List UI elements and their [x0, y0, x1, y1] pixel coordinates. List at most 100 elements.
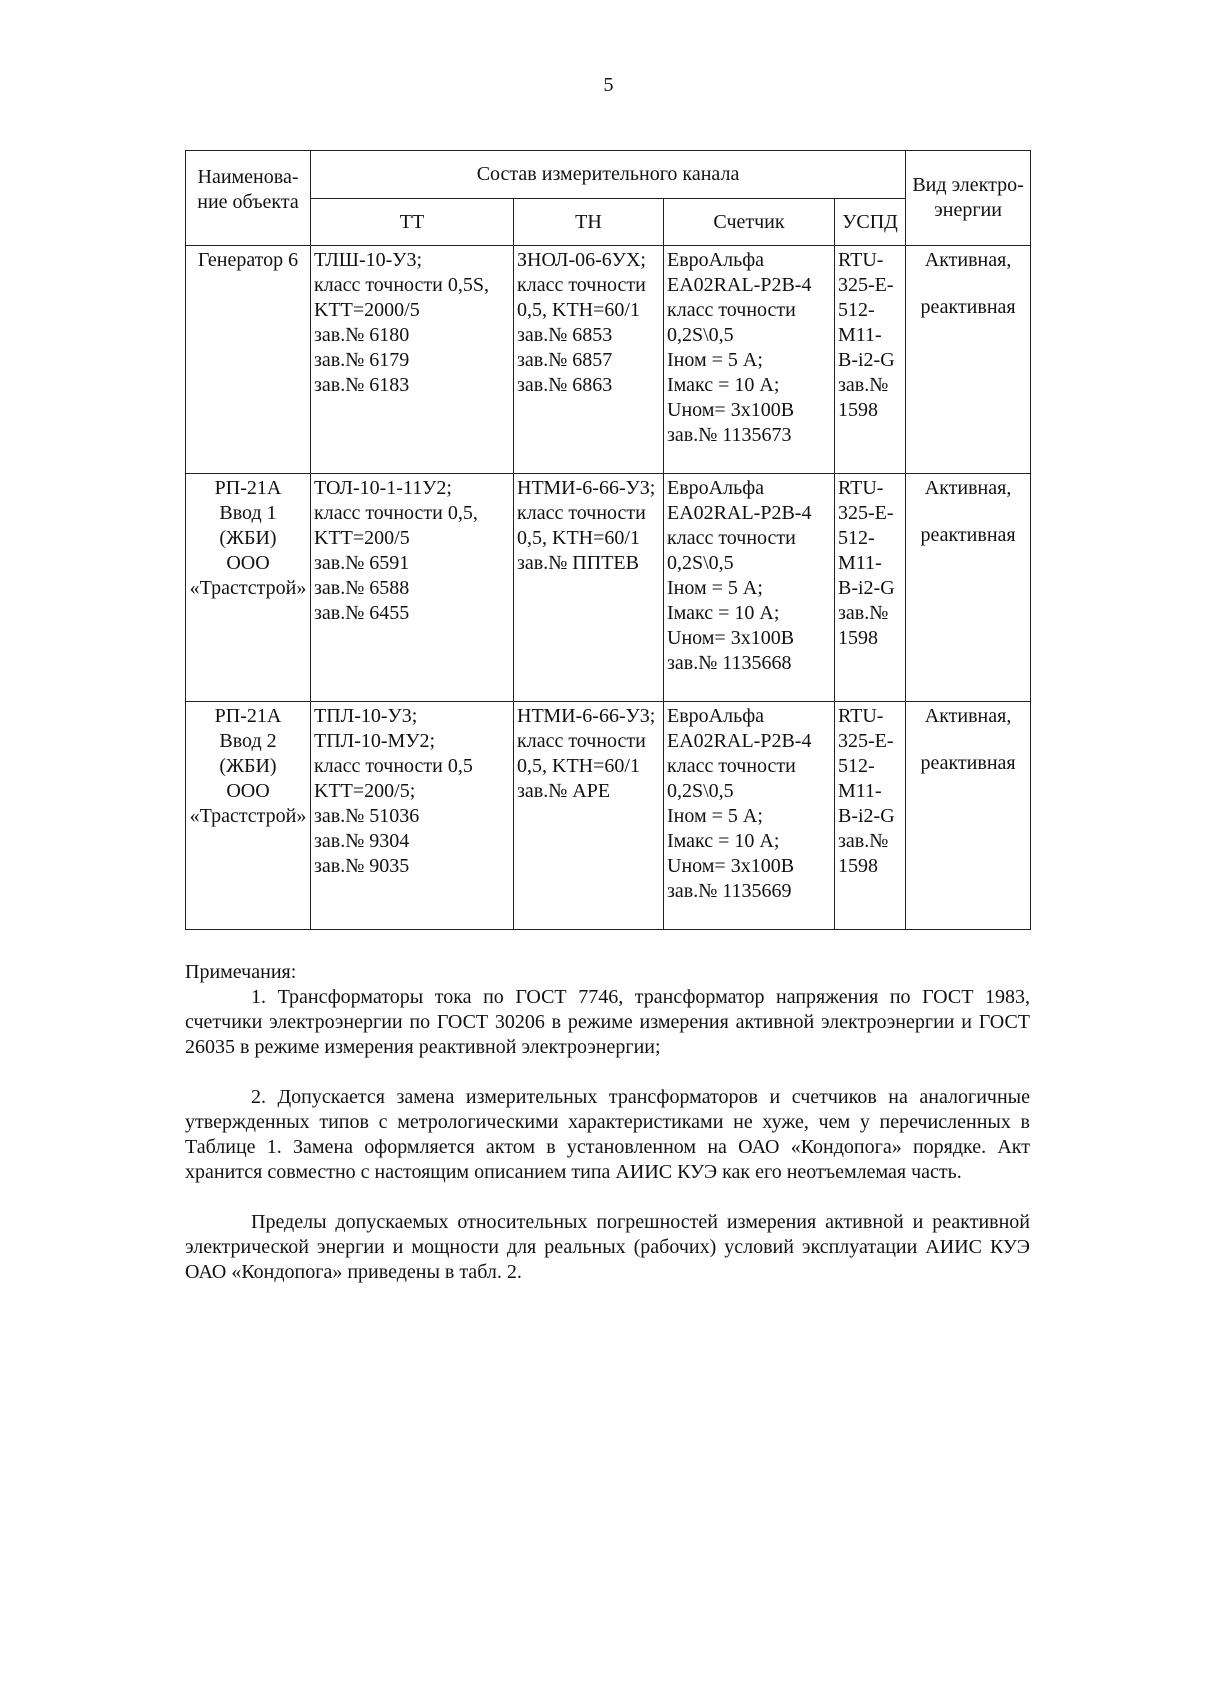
cell-line: зав.№ 6857	[517, 349, 613, 371]
cell-line: зав.№ 1135669	[667, 880, 792, 902]
cell-line: НТМИ-6-66-У3;	[517, 705, 656, 727]
cell-line: класс точности	[517, 730, 646, 752]
object-name-cell: Генератор 6	[185, 245, 311, 474]
tn-cell: НТМИ-6-66-У3; класс точности 0,5, KТН=60/1…	[513, 701, 664, 930]
cell-line: зав.№ 6863	[517, 374, 613, 396]
cell-line: Iном = 5 А;	[667, 577, 763, 599]
cell-line: RTU-	[838, 249, 884, 271]
cell-line: Активная,	[924, 705, 1012, 727]
cell-line: класс точности 0,5	[314, 755, 473, 777]
cell-line: EA02RAL-P2B-4	[667, 730, 812, 752]
cell-line: Uном= 3х100В	[667, 627, 795, 649]
header-meter: Счетчик	[663, 198, 835, 246]
cell-line: зав.№ 6180	[314, 324, 410, 346]
header-channel: Состав измерительного канала	[309, 150, 907, 199]
cell-line: Iном = 5 А;	[667, 349, 763, 371]
note-item: 1. Трансформаторы тока по ГОСТ 7746, тра…	[185, 986, 1030, 1058]
tt-cell: ТОЛ-10-1-11У2; класс точности 0,5, KТТ=200…	[310, 473, 514, 702]
cell-line: 0,5, KТН=60/1	[517, 755, 640, 777]
cell-line: EA02RAL-P2B-4	[667, 274, 812, 296]
cell-line: «Трастстрой»	[189, 805, 307, 827]
cell-line: Активная,	[924, 477, 1012, 499]
cell-line: B-i2-G	[838, 349, 895, 371]
cell-line: ТОЛ-10-1-11У2;	[314, 477, 452, 499]
cell-line: ТПЛ-10-У3;	[314, 705, 418, 727]
cell-line: Uном= 3х100В	[667, 399, 795, 421]
cell-line: реактивная	[920, 524, 1016, 546]
cell-line: Активная,	[924, 249, 1012, 271]
cell-line: ООО	[226, 552, 270, 574]
tn-cell: НТМИ-6-66-У3; класс точности 0,5, KТН=60/1…	[513, 473, 664, 702]
cell-line: RTU-	[838, 477, 884, 499]
uspd-cell: RTU- 325-E- 512- M11- B-i2-G зав.№ 1598	[833, 245, 907, 474]
cell-line: класс точности	[517, 502, 646, 524]
cell-line: 325-E-	[838, 730, 894, 752]
energy-kind-cell: Активная, реактивная	[905, 245, 1032, 474]
cell-line: зав.№ АРЕ	[517, 780, 611, 802]
cell-line: 0,2S\0,5	[667, 780, 734, 802]
cell-line: 0,5, KТН=60/1	[517, 299, 640, 321]
object-name-cell: РП-21А Ввод 2 (ЖБИ) ООО «Трастстрой»	[185, 701, 311, 930]
cell-line: Ввод 2	[219, 730, 277, 752]
tt-cell: ТПЛ-10-У3; ТПЛ-10-МУ2; класс точности 0,5 K…	[310, 701, 514, 930]
cell-line: зав.№ 6591	[314, 552, 410, 574]
cell-line: зав.№	[838, 374, 889, 396]
cell-line: зав.№	[838, 602, 889, 624]
cell-line: РП-21А	[214, 705, 282, 727]
cell-line: 512-	[838, 755, 875, 777]
cell-line: 1598	[838, 855, 878, 877]
header-uspd: УСПД	[833, 198, 907, 246]
table-row: РП-21А Ввод 1 (ЖБИ) ООО «Трастстрой» ТОЛ-10-1…	[185, 473, 1032, 702]
tt-cell: ТЛШ-10-У3; класс точности 0,5S, KТТ=2000/5…	[310, 245, 514, 474]
cell-line: KТТ=200/5	[314, 527, 410, 549]
cell-line: Ввод 1	[219, 502, 277, 524]
page-number: 5	[603, 74, 614, 96]
cell-line: Iмакс = 10 А;	[667, 374, 780, 396]
cell-line: (ЖБИ)	[219, 755, 277, 777]
cell-line: RTU-	[838, 705, 884, 727]
cell-line: зав.№ 9304	[314, 830, 410, 852]
cell-line: M11-	[838, 780, 882, 802]
cell-line: 325-E-	[838, 502, 894, 524]
object-name-cell: РП-21А Ввод 1 (ЖБИ) ООО «Трастстрой»	[185, 473, 311, 702]
meter-cell: ЕвроАльфа EA02RAL-P2B-4 класс точности 0,2S…	[663, 701, 835, 930]
closing-paragraph: Пределы допускаемых относительных погреш…	[185, 1211, 1030, 1283]
uspd-cell: RTU- 325-E- 512- M11- B-i2-G зав.№ 1598	[833, 701, 907, 930]
cell-line: «Трастстрой»	[189, 577, 307, 599]
cell-line: зав.№ 6455	[314, 602, 410, 624]
meter-cell: ЕвроАльфа EA02RAL-P2B-4 класс точности 0,2S…	[663, 245, 835, 474]
cell-line: класс точности	[667, 755, 796, 777]
cell-line: зав.№ 1135668	[667, 652, 792, 674]
cell-line: реактивная	[920, 752, 1016, 774]
cell-line: M11-	[838, 324, 882, 346]
cell-line: 0,2S\0,5	[667, 552, 734, 574]
cell-line: 0,5, KТН=60/1	[517, 527, 640, 549]
cell-line: KТТ=200/5;	[314, 780, 416, 802]
cell-line: ЕвроАльфа	[667, 705, 765, 727]
cell-line: зав.№	[838, 830, 889, 852]
cell-line: KТТ=2000/5	[314, 299, 420, 321]
cell-line: ЕвроАльфа	[667, 249, 765, 271]
cell-line: РП-21А	[214, 477, 282, 499]
cell-line: M11-	[838, 552, 882, 574]
table-row: Генератор 6 ТЛШ-10-У3; класс точности 0,5S…	[185, 245, 1032, 474]
header-tt: ТТ	[310, 198, 514, 246]
cell-line: 512-	[838, 527, 875, 549]
cell-line: зав.№ 51036	[314, 805, 420, 827]
energy-kind-cell: Активная, реактивная	[905, 701, 1032, 930]
note-item: 2. Допускается замена измерительных тран…	[185, 1086, 1030, 1183]
notes-section: Примечания: 1. Трансформаторы тока по ГО…	[185, 960, 1030, 1285]
cell-line: класс точности	[667, 299, 796, 321]
cell-line: зав.№ 6588	[314, 577, 410, 599]
cell-line: Генератор 6	[197, 249, 299, 271]
cell-line: реактивная	[920, 296, 1016, 318]
cell-line: 0,2S\0,5	[667, 324, 734, 346]
cell-line: зав.№ ППТЕВ	[517, 552, 639, 574]
cell-line: 512-	[838, 299, 875, 321]
cell-line: зав.№ 1135673	[667, 424, 792, 446]
tn-cell: ЗНОЛ-06-6УХ; класс точности 0,5, KТН=60/1 з…	[513, 245, 664, 474]
cell-line: класс точности 0,5S,	[314, 274, 489, 296]
cell-line: Iном = 5 А;	[667, 805, 763, 827]
cell-line: ТЛШ-10-У3;	[314, 249, 422, 271]
table-row: РП-21А Ввод 2 (ЖБИ) ООО «Трастстрой» ТПЛ-10-У…	[185, 701, 1032, 930]
